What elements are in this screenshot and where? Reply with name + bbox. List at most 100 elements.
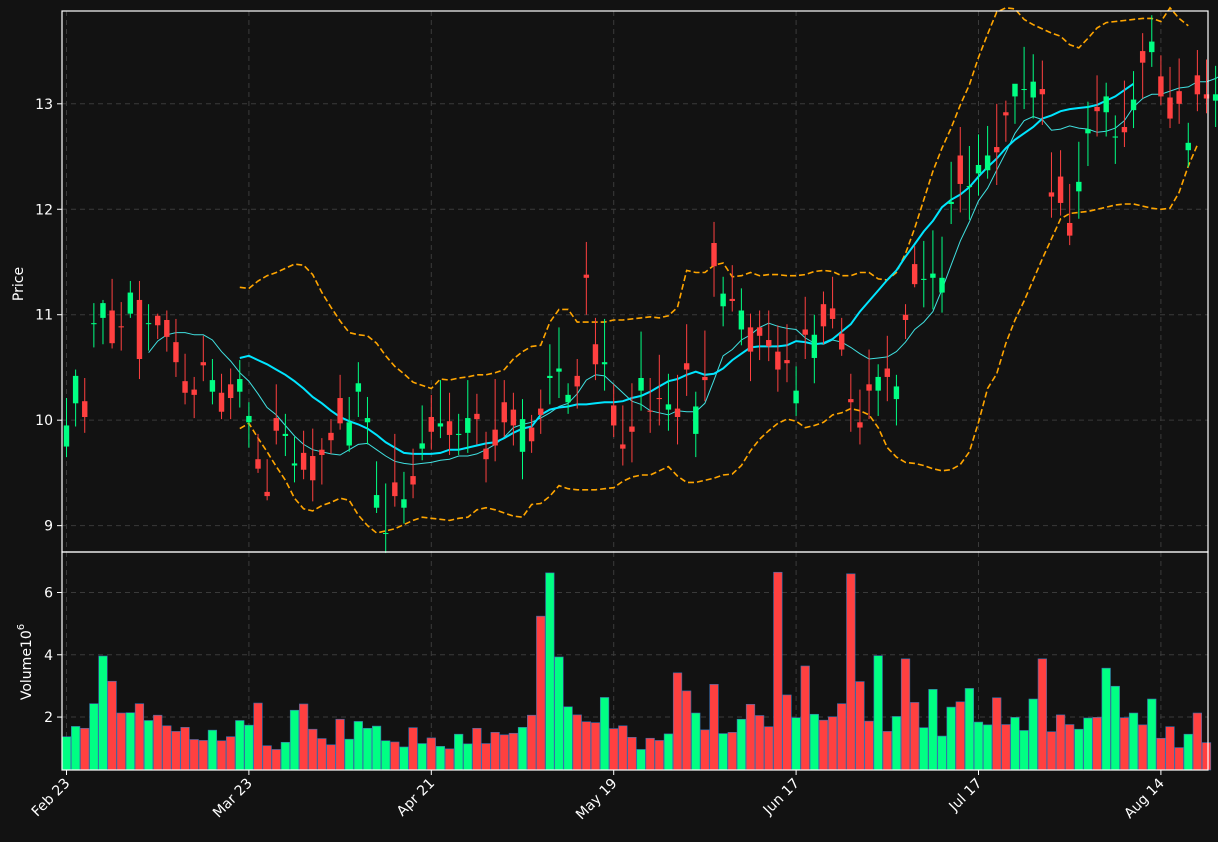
- volume-bar: [955, 701, 965, 771]
- fast-moving-average-line: [148, 76, 1218, 466]
- volume-bar: [226, 736, 236, 771]
- candle-body: [383, 533, 389, 535]
- candle-body: [164, 319, 170, 337]
- candlestick: [528, 414, 535, 453]
- candlestick: [155, 313, 161, 339]
- candlestick: [884, 335, 890, 402]
- candlestick: [939, 236, 945, 313]
- candle-body: [820, 304, 827, 327]
- volume-bar: [317, 738, 327, 771]
- candle-body: [1021, 89, 1027, 91]
- candle-body: [428, 417, 434, 432]
- volume-bar: [71, 726, 81, 771]
- volume-bar: [262, 745, 272, 771]
- candlestick: [164, 310, 170, 352]
- volume-bar: [435, 746, 446, 771]
- volume-bar: [1110, 685, 1120, 771]
- candlestick: [930, 230, 936, 310]
- candlestick: [629, 383, 635, 463]
- volume-bar: [1010, 717, 1020, 771]
- candlestick: [182, 353, 188, 405]
- candlestick: [921, 240, 927, 308]
- candle-body: [1057, 176, 1064, 203]
- candlestick: [1039, 60, 1046, 125]
- volume-bar: [143, 720, 154, 771]
- candle-body: [63, 425, 70, 447]
- candlestick: [300, 430, 307, 480]
- candlestick: [1021, 46, 1027, 110]
- candlestick: [255, 433, 261, 473]
- candle-body: [984, 155, 991, 171]
- volume-bar: [207, 729, 218, 771]
- volume-panel-frame: [61, 551, 1209, 771]
- volume-bar: [198, 740, 208, 771]
- candlestick: [118, 302, 124, 351]
- candle-body: [1130, 99, 1137, 111]
- candlestick: [100, 299, 106, 345]
- candlestick: [191, 376, 197, 419]
- candle-body: [501, 402, 507, 423]
- candlestick: [173, 318, 179, 377]
- volume-bar: [983, 724, 993, 771]
- volume-bar: [472, 727, 482, 771]
- volume-bar: [1174, 747, 1184, 771]
- volume-bar: [700, 729, 710, 771]
- candle-body: [1012, 83, 1018, 97]
- candlestick: [1176, 58, 1182, 124]
- candle-body: [118, 326, 124, 328]
- candle-body: [346, 422, 352, 446]
- volume-bar: [891, 716, 902, 771]
- volume-bar: [682, 690, 692, 771]
- candlestick: [747, 313, 754, 382]
- candle-body: [647, 410, 653, 412]
- candlestick: [1212, 65, 1218, 128]
- candlestick: [957, 127, 963, 213]
- candlestick: [738, 288, 745, 346]
- candle-body: [474, 413, 480, 420]
- candlestick: [91, 303, 97, 348]
- candle-body: [1112, 136, 1118, 138]
- volume-bar: [846, 573, 856, 771]
- candlestick: [1003, 100, 1009, 142]
- volume-bar: [745, 703, 756, 771]
- candle-body: [446, 421, 453, 435]
- candle-body: [948, 201, 954, 204]
- candle-body: [82, 401, 88, 418]
- volume-bar: [344, 738, 354, 771]
- volume-axis-title: Volume106: [16, 624, 35, 700]
- candlestick: [820, 291, 827, 345]
- volume-bar: [572, 714, 582, 771]
- candle-body: [273, 418, 279, 431]
- volume-bar: [691, 712, 701, 771]
- candlestick: [601, 318, 608, 391]
- volume-bar: [937, 735, 947, 771]
- candlestick: [848, 373, 854, 432]
- candle-body: [957, 155, 963, 184]
- candle-body: [674, 408, 681, 418]
- candle-body: [975, 164, 982, 174]
- volume-bar: [973, 721, 984, 771]
- candle-body: [227, 384, 234, 399]
- candle-body: [465, 418, 471, 433]
- candle-body: [921, 278, 927, 280]
- volume-bar: [253, 702, 263, 771]
- candle-body: [182, 381, 188, 393]
- volume-bar: [1037, 658, 1047, 771]
- candle-body: [930, 273, 936, 278]
- volume-bar: [636, 749, 646, 771]
- candlestick: [647, 377, 653, 433]
- volume-bar: [454, 733, 464, 771]
- candlestick: [1012, 83, 1018, 124]
- price-tick-label: 9: [44, 519, 53, 535]
- volume-bar: [89, 703, 99, 771]
- candlestick: [766, 310, 772, 362]
- candlestick: [1203, 59, 1210, 114]
- volume-bar: [873, 655, 883, 771]
- volume-bar: [599, 697, 610, 771]
- candlestick: [72, 369, 79, 427]
- volume-bar: [381, 740, 391, 771]
- candle-body: [319, 449, 325, 455]
- candle-body: [620, 444, 626, 449]
- candlestick: [455, 413, 462, 455]
